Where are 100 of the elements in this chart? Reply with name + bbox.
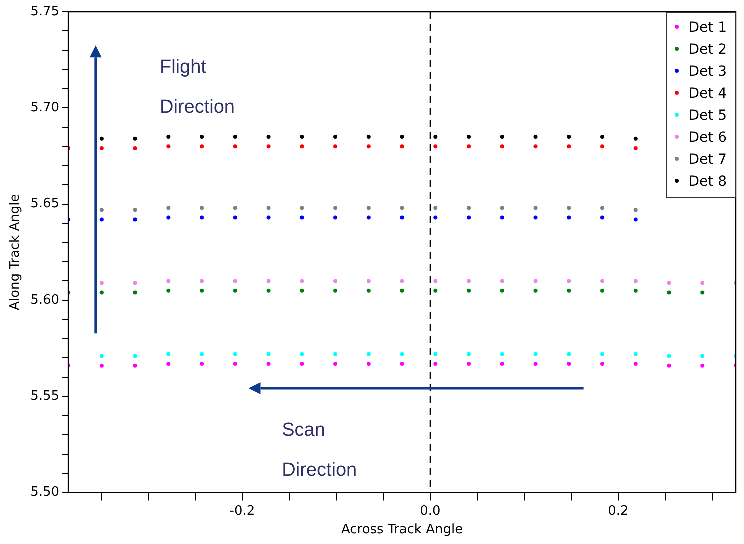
- point: [534, 362, 538, 366]
- point: [700, 364, 705, 368]
- point: [434, 206, 438, 210]
- point: [600, 216, 605, 220]
- legend-label: Det 6: [688, 129, 727, 148]
- point: [534, 144, 538, 149]
- point: [366, 144, 371, 149]
- point: [634, 352, 638, 356]
- point: [266, 144, 271, 149]
- point: [100, 354, 104, 358]
- point: [133, 218, 138, 222]
- point: [233, 216, 238, 220]
- point: [567, 135, 572, 140]
- point: [300, 279, 304, 284]
- point: [434, 352, 438, 356]
- point: [133, 208, 138, 212]
- point: [567, 279, 572, 284]
- legend-label: Det 8: [688, 173, 727, 192]
- point: [233, 288, 238, 293]
- point: [334, 144, 338, 149]
- point: [233, 144, 238, 149]
- point: [334, 288, 338, 293]
- point: [233, 279, 238, 284]
- point: [300, 362, 304, 366]
- y-tick-label: 5.70: [30, 100, 60, 116]
- point: [434, 135, 438, 140]
- point: [166, 288, 171, 293]
- point: [534, 279, 538, 284]
- point: [366, 352, 371, 356]
- point: [467, 288, 472, 293]
- point: [166, 352, 171, 356]
- point: [334, 135, 338, 140]
- point: [266, 279, 271, 284]
- point: [266, 288, 271, 293]
- point: [400, 144, 404, 149]
- point: [567, 216, 572, 220]
- point: [467, 279, 472, 284]
- point: [667, 354, 672, 358]
- point: [467, 144, 472, 149]
- point: [700, 290, 705, 295]
- point: [166, 279, 171, 284]
- point: [534, 288, 538, 293]
- x-tick-label: 0.2: [608, 504, 629, 519]
- point: [467, 362, 472, 366]
- point: [534, 135, 538, 140]
- point: [100, 136, 104, 141]
- point: [300, 206, 304, 210]
- point: [100, 290, 104, 295]
- point: [600, 144, 605, 149]
- legend-label: Det 5: [688, 107, 727, 126]
- point: [200, 288, 204, 293]
- point: [467, 352, 472, 356]
- point: [534, 216, 538, 220]
- point: [434, 144, 438, 149]
- point: [200, 216, 204, 220]
- point: [166, 362, 171, 366]
- point: [334, 206, 338, 210]
- point: [166, 216, 171, 220]
- point: [434, 288, 438, 293]
- point: [233, 352, 238, 356]
- point: [500, 279, 504, 284]
- point: [567, 362, 572, 366]
- point: [200, 352, 204, 356]
- point: [500, 144, 504, 149]
- point: [667, 290, 672, 295]
- point: [400, 362, 404, 366]
- point: [400, 352, 404, 356]
- y-tick-label: 5.55: [30, 389, 60, 404]
- point: [200, 144, 204, 149]
- y-tick-label: 5.65: [30, 196, 60, 212]
- point: [334, 279, 338, 284]
- point: [667, 281, 672, 286]
- point: [266, 135, 271, 140]
- point: [166, 206, 171, 210]
- point: [400, 216, 404, 220]
- point: [434, 216, 438, 220]
- point: [600, 288, 605, 293]
- y-tick-label: 5.75: [30, 4, 60, 20]
- point: [500, 216, 504, 220]
- point: [467, 206, 472, 210]
- point: [266, 206, 271, 210]
- point: [634, 208, 638, 212]
- point: [200, 362, 204, 366]
- y-tick-label: 5.60: [30, 292, 60, 308]
- point: [334, 352, 338, 356]
- point: [567, 352, 572, 356]
- point: [500, 206, 504, 210]
- point: [100, 364, 104, 368]
- annotation: Flight Direction: [160, 56, 236, 120]
- legend-label: Det 1: [688, 19, 727, 38]
- y-axis-title: Along Track Angle: [8, 194, 24, 311]
- point: [100, 146, 104, 151]
- point: [233, 135, 238, 140]
- point: [166, 135, 171, 140]
- point: [100, 218, 104, 222]
- legend-label: Det 2: [688, 41, 727, 60]
- y-tick-label: 5.50: [30, 485, 60, 500]
- x-axis-title: Across Track Angle: [341, 522, 464, 538]
- legend-label: Det 4: [688, 85, 727, 104]
- point: [100, 281, 104, 286]
